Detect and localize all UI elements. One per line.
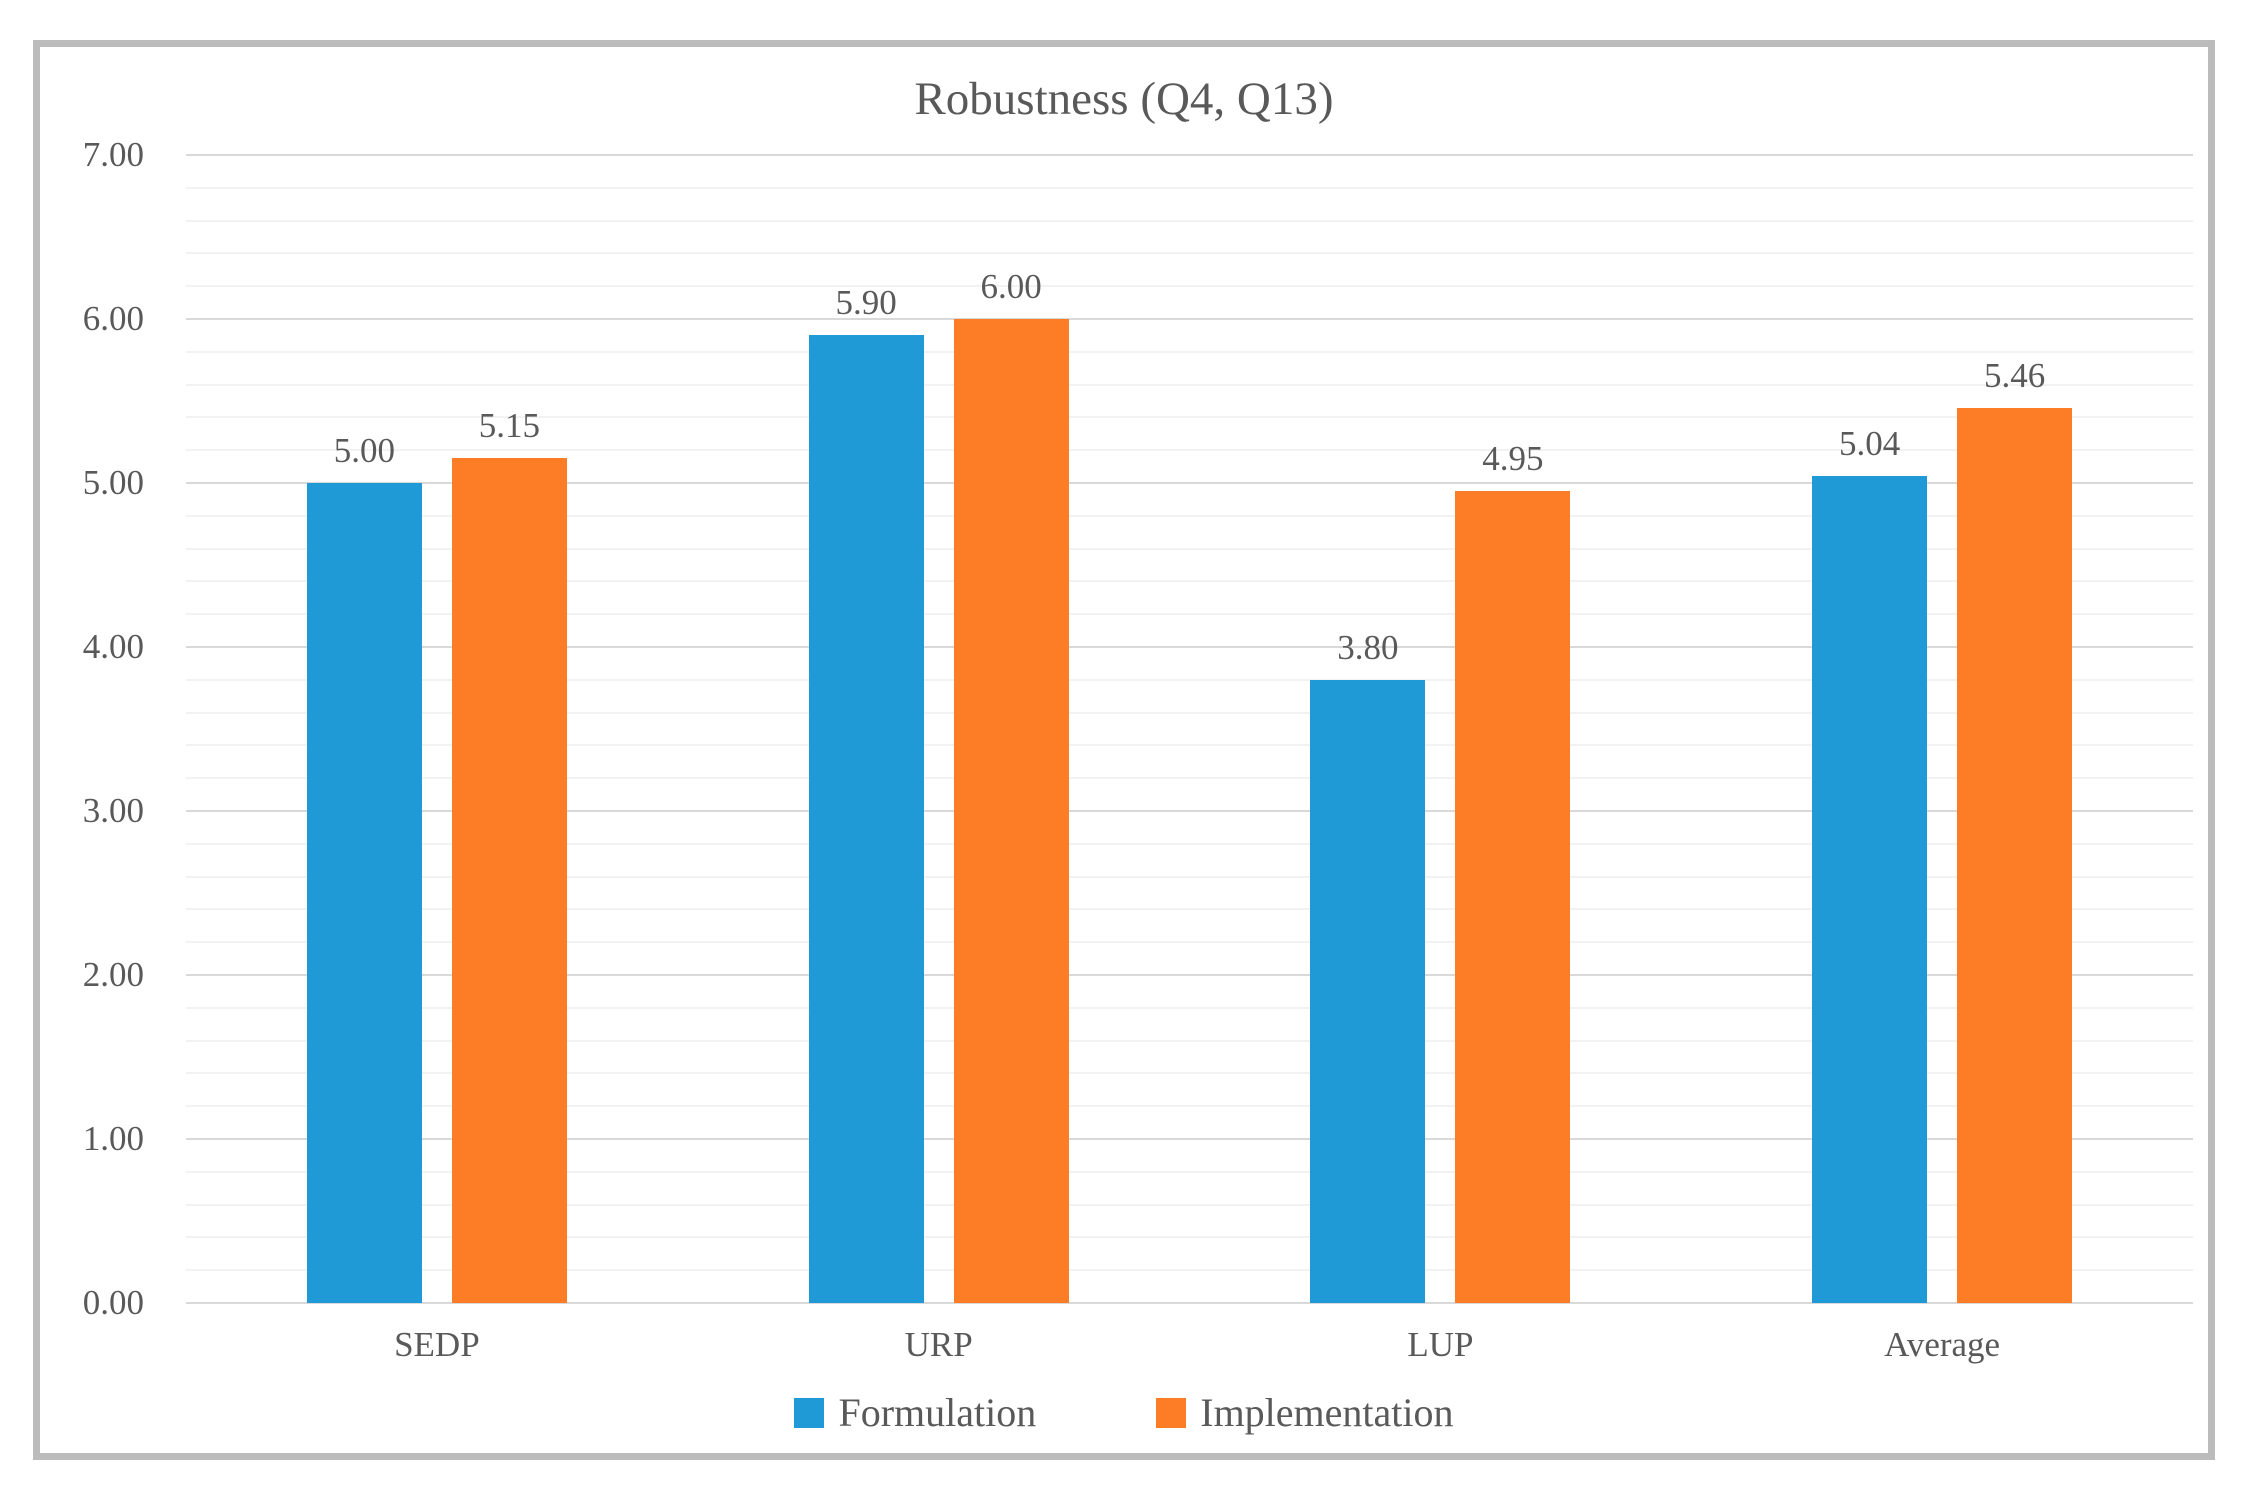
bar-group-sedp: 5.00 5.15 [306,155,567,1303]
category-label-lup: LUP [1407,1325,1474,1364]
gridline-minor [186,941,2193,944]
y-tick-label: 4.00 [82,627,144,666]
gridline-minor [186,678,2193,681]
gridline-major [186,317,2193,320]
legend-item-formulation: Formulation [794,1389,1036,1436]
gridline-major [186,974,2193,976]
y-axis: 0.00 1.00 2.00 3.00 4.00 5.00 6.00 7.00 [40,135,144,1322]
gridline-minor [186,1203,2193,1206]
legend-label-formulation: Formulation [838,1390,1037,1435]
bar-value-label: 5.46 [1984,355,2046,395]
legend: Formulation Implementation [40,1389,2208,1436]
y-tick-label: 6.00 [82,299,144,338]
legend-swatch-formulation [794,1397,825,1428]
gridline-minor [186,908,2193,911]
gridline-major [186,809,2193,812]
y-tick-label: 2.00 [82,955,144,994]
gridline-minor [186,711,2193,714]
gridline-minor [186,1006,2193,1009]
bar-group-urp: 5.90 6.00 [808,155,1069,1303]
category-label-average: Average [1884,1325,2001,1364]
gridline-minor [186,252,2193,255]
bar-value-label: 4.95 [1482,439,1544,479]
x-axis: SEDP URP LUP Average [186,1325,2193,1371]
gridline-minor [186,383,2193,386]
y-tick-label: 7.00 [82,135,144,174]
bar-formulation-average: 5.04 [1812,424,1928,1303]
bar-formulation-sedp: 5.00 [306,431,422,1303]
gridline-major [186,646,2193,648]
gridline-major [186,154,2193,156]
category-label-urp: URP [904,1325,973,1364]
bar-value-label: 5.90 [835,283,897,323]
bar-formulation-urp: 5.90 [808,283,924,1303]
y-tick-label: 5.00 [82,463,144,502]
gridline-minor [186,580,2193,583]
gridline-minor [186,219,2193,222]
gridline-minor [186,285,2193,288]
bar-group-lup: 3.80 4.95 [1310,155,1571,1303]
gridline-minor [186,1236,2193,1239]
legend-item-implementation: Implementation [1156,1389,1454,1436]
gridline-minor [186,514,2193,517]
gridline-minor [186,416,2193,419]
bar-value-label: 3.80 [1337,627,1399,667]
y-tick-label: 1.00 [82,1119,144,1158]
gridline-minor [186,744,2193,747]
gridline-major [186,481,2193,484]
gridline-minor [186,777,2193,780]
bar-implementation-sedp: 5.15 [451,406,567,1303]
gridline-minor [186,1039,2193,1042]
bar-group-average: 5.04 5.46 [1812,155,2073,1303]
legend-label-implementation: Implementation [1200,1390,1454,1435]
bar-value-label: 6.00 [980,267,1042,306]
bar-value-label: 5.00 [333,431,395,470]
plot-area: 5.00 5.15 5.90 6.00 3.80 4.95 5.04 5.46 [186,154,2193,1304]
bar-implementation-lup: 4.95 [1455,439,1571,1303]
bar-value-label: 5.04 [1839,424,1901,464]
gridline-minor [186,875,2193,878]
gridline-minor [186,1105,2193,1108]
gridline-minor [186,842,2193,845]
bar-implementation-urp: 6.00 [953,267,1069,1303]
bar-implementation-average: 5.46 [1957,356,2073,1303]
category-label-sedp: SEDP [394,1325,480,1364]
bar-formulation-lup: 3.80 [1310,628,1426,1303]
gridline-minor [186,613,2193,616]
gridline-minor [186,449,2193,452]
gridline-minor [186,547,2193,550]
y-tick-label: 3.00 [82,791,144,830]
gridline-minor [186,186,2193,189]
chart-title: Robustness (Q4, Q13) [914,73,1334,125]
bar-value-label: 5.15 [478,406,540,446]
gridline-major [186,1302,2193,1304]
legend-swatch-implementation [1156,1397,1187,1428]
gridline-minor [186,350,2193,353]
y-tick-label: 0.00 [82,1283,144,1322]
gridline-minor [186,1170,2193,1173]
chart-frame: Robustness (Q4, Q13) 0.00 1.00 2.00 3.00 4.0… [33,40,2215,1460]
gridline-minor [186,1072,2193,1075]
gridline-minor [186,1269,2193,1272]
gridline-major [186,1138,2193,1140]
